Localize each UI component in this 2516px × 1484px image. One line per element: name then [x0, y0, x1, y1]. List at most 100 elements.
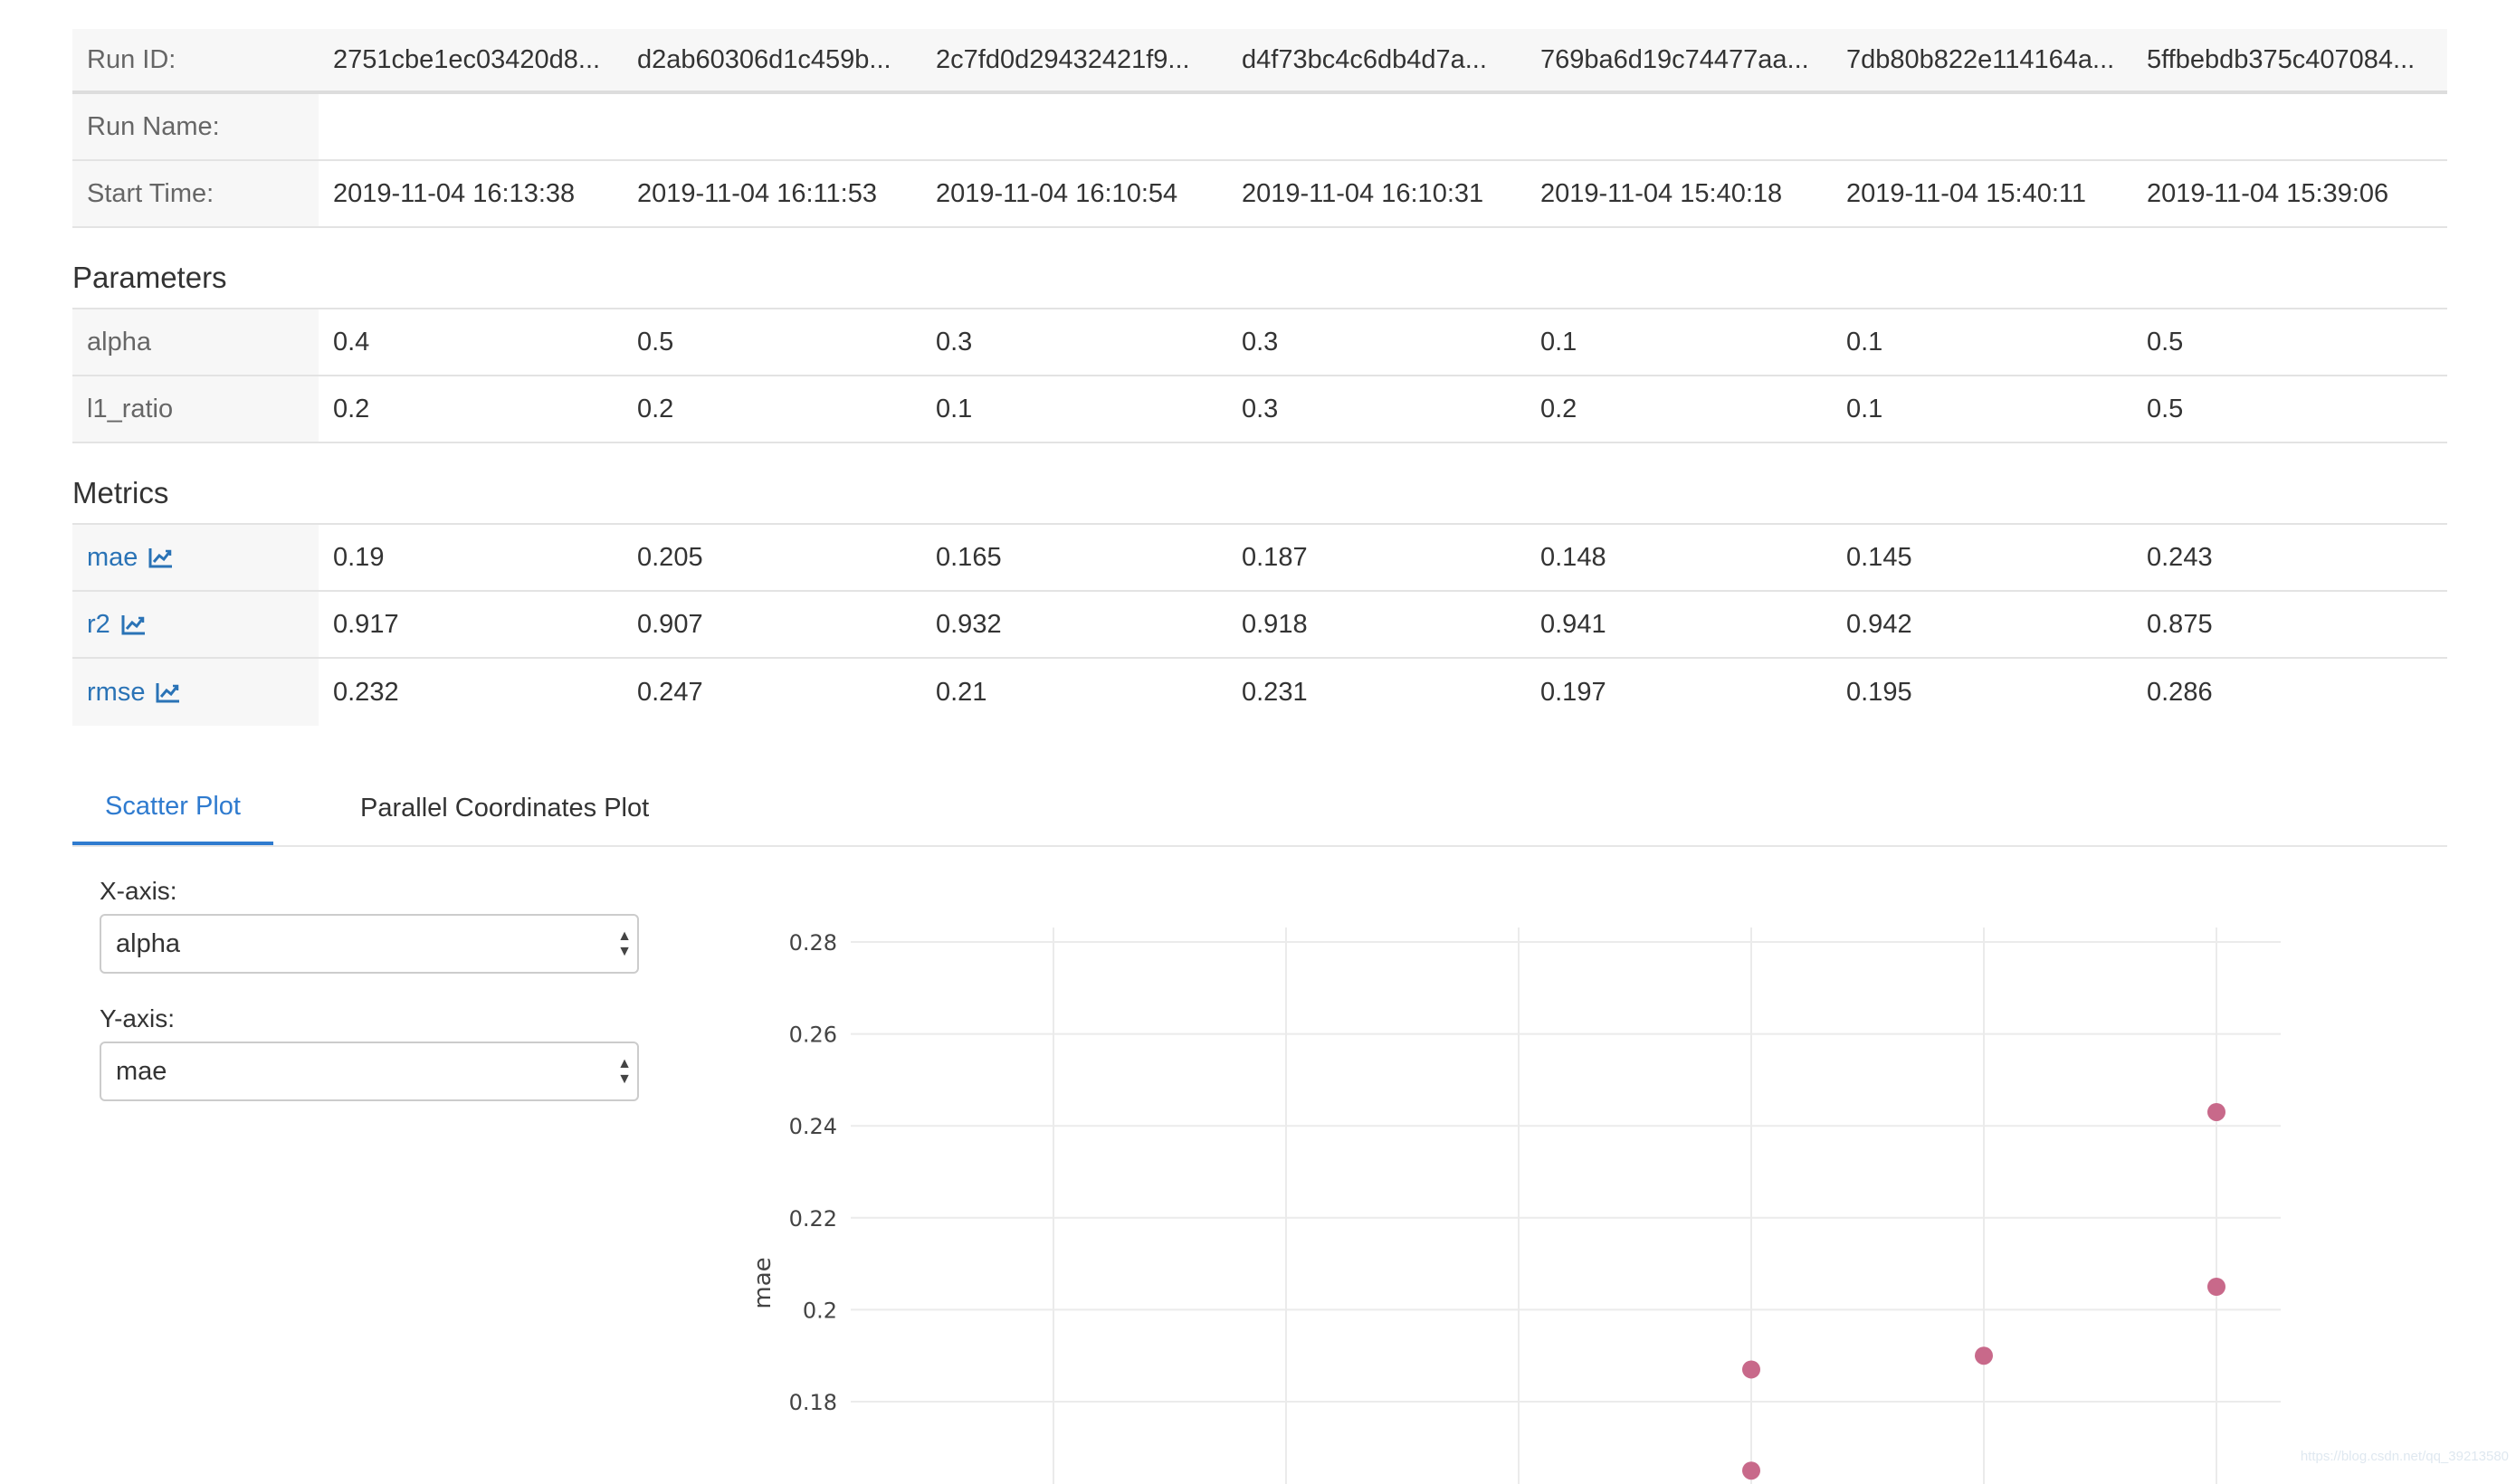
metric-row-mae: mae 0.19 0.205 0.165 0.187 0.148 0.145 0… [72, 525, 2447, 592]
metric-value: 0.942 [1846, 609, 1912, 639]
metric-row-rmse: rmse 0.232 0.247 0.21 0.231 0.197 0.195 … [72, 659, 2447, 726]
scatter-point [2207, 1102, 2225, 1121]
y-tick-label: 0.18 [789, 1390, 837, 1415]
start-time-label: Start Time: [72, 161, 319, 226]
metric-value: 0.195 [1846, 677, 1912, 707]
start-time-value: 2019-11-04 15:39:06 [2147, 178, 2389, 208]
x-axis-selected-value: alpha [116, 928, 180, 958]
scatter-point [1742, 1461, 1760, 1480]
metric-value: 0.232 [333, 677, 399, 707]
run-id-label: Run ID: [72, 29, 319, 90]
param-name: alpha [72, 309, 319, 375]
metric-value: 0.918 [1242, 609, 1308, 639]
y-axis-label: Y-axis: [100, 1004, 176, 1032]
param-value: 0.1 [1846, 327, 1883, 357]
metric-row-r2: r2 0.917 0.907 0.932 0.918 0.941 0.942 0… [72, 592, 2447, 659]
run-id-link[interactable]: 7db80b822e114164a... [1832, 29, 2132, 90]
start-time-value: 2019-11-04 16:10:54 [936, 178, 1178, 208]
param-value: 0.5 [637, 327, 674, 357]
param-value: 0.3 [1242, 394, 1279, 423]
param-value: 0.5 [2147, 327, 2184, 357]
line-chart-icon [148, 547, 174, 568]
metric-value: 0.145 [1846, 542, 1912, 572]
select-arrows-icon: ▲ ▼ [617, 928, 632, 959]
start-time-value: 2019-11-04 16:10:31 [1242, 178, 1484, 208]
metric-value: 0.907 [637, 609, 703, 639]
param-row-l1-ratio: l1_ratio 0.2 0.2 0.1 0.3 0.2 0.1 0.5 [72, 376, 2447, 443]
metric-name: r2 [87, 609, 110, 639]
plot-tabs: Scatter Plot Parallel Coordinates Plot [72, 771, 2447, 847]
x-axis-select[interactable]: alpha ▲ ▼ [100, 914, 639, 974]
metric-value: 0.19 [333, 542, 385, 572]
y-tick-label: 0.22 [789, 1206, 837, 1232]
metric-value: 0.941 [1540, 609, 1606, 639]
run-id-link[interactable]: d4f73bc4c6db4d7a... [1227, 29, 1526, 90]
param-value: 0.5 [2147, 394, 2184, 423]
start-time-value: 2019-11-04 15:40:18 [1540, 178, 1783, 208]
metric-link-rmse[interactable]: rmse [72, 659, 319, 726]
run-name-values [319, 94, 2447, 159]
metric-link-r2[interactable]: r2 [72, 592, 319, 657]
y-axis-title: mae [749, 1257, 777, 1308]
run-id-link[interactable]: 2c7fd0d29432421f9... [921, 29, 1227, 90]
param-value: 0.1 [1540, 327, 1577, 357]
run-id-row: Run ID: 2751cbe1ec03420d8... d2ab60306d1… [72, 29, 2447, 94]
tab-parallel-coordinates-plot[interactable]: Parallel Coordinates Plot [360, 793, 650, 823]
param-value: 0.1 [1846, 394, 1883, 423]
metric-value: 0.165 [936, 542, 1002, 572]
start-time-value: 2019-11-04 16:11:53 [637, 178, 877, 208]
start-time-value: 2019-11-04 15:40:11 [1846, 178, 2086, 208]
metric-value: 0.932 [936, 609, 1002, 639]
y-tick-label: 0.2 [803, 1298, 837, 1323]
y-tick-label: 0.26 [789, 1023, 837, 1048]
metric-name: mae [87, 542, 138, 572]
param-row-alpha: alpha 0.4 0.5 0.3 0.3 0.1 0.1 0.5 [72, 309, 2447, 376]
scatter-point [2207, 1278, 2225, 1296]
line-chart-icon [156, 681, 181, 703]
metric-value: 0.243 [2147, 542, 2213, 572]
start-time-value: 2019-11-04 16:13:38 [333, 178, 576, 208]
param-value: 0.2 [637, 394, 674, 423]
run-name-row: Run Name: [72, 94, 2447, 161]
line-chart-icon [121, 614, 147, 635]
metrics-heading: Metrics [72, 443, 2447, 525]
metric-value: 0.205 [637, 542, 703, 572]
metric-value: 0.148 [1540, 542, 1606, 572]
run-id-link[interactable]: 2751cbe1ec03420d8... [319, 29, 623, 90]
select-arrows-icon: ▲ ▼ [617, 1056, 632, 1087]
run-id-link[interactable]: 769ba6d19c74477aa... [1526, 29, 1832, 90]
metric-value: 0.187 [1242, 542, 1308, 572]
param-value: 0.2 [333, 394, 370, 423]
y-axis-select[interactable]: mae ▲ ▼ [100, 1042, 639, 1101]
param-value: 0.4 [333, 327, 370, 357]
metric-value: 0.286 [2147, 677, 2213, 707]
y-tick-label: 0.28 [789, 930, 837, 956]
scatter-point [1742, 1360, 1760, 1379]
y-tick-label: 0.24 [789, 1114, 837, 1139]
metric-value: 0.917 [333, 609, 399, 639]
param-value: 0.1 [936, 394, 973, 423]
watermark-text: https://blog.csdn.net/qq_39213580 [2300, 1449, 2509, 1464]
start-time-row: Start Time: 2019-11-04 16:13:38 2019-11-… [72, 161, 2447, 228]
parameters-heading: Parameters [72, 228, 2447, 309]
metric-value: 0.247 [637, 677, 703, 707]
param-name: l1_ratio [72, 376, 319, 442]
param-value: 0.3 [1242, 327, 1279, 357]
metric-value: 0.875 [2147, 609, 2213, 639]
scatter-point [1975, 1346, 1993, 1365]
y-axis-selected-value: mae [116, 1056, 167, 1086]
runs-comparison-table: Run ID: 2751cbe1ec03420d8... d2ab60306d1… [72, 29, 2447, 726]
run-name-label: Run Name: [72, 94, 319, 159]
metric-link-mae[interactable]: mae [72, 525, 319, 590]
x-axis-label: X-axis: [100, 877, 177, 905]
metric-value: 0.21 [936, 677, 987, 707]
metric-name: rmse [87, 677, 146, 707]
metric-value: 0.197 [1540, 677, 1606, 707]
run-id-link[interactable]: 5ffbebdb375c407084... [2132, 29, 2447, 90]
param-value: 0.2 [1540, 394, 1577, 423]
tab-scatter-plot[interactable]: Scatter Plot [72, 771, 273, 845]
param-value: 0.3 [936, 327, 973, 357]
metric-value: 0.231 [1242, 677, 1308, 707]
run-id-link[interactable]: d2ab60306d1c459b... [623, 29, 921, 90]
